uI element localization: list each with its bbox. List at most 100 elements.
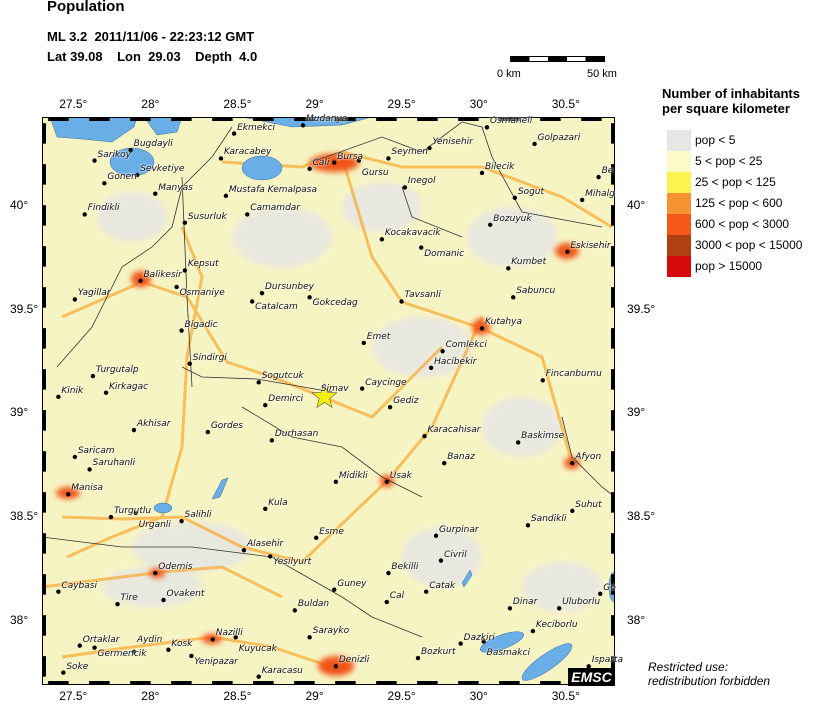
city-label: Inegol [407,176,436,187]
sea-of-marmara [143,117,183,136]
city-marker [415,655,421,661]
lat-tick-label-right: 39° [627,405,646,420]
frame-segment [171,681,192,685]
city-marker [479,170,485,176]
city-marker [263,402,268,408]
city-label: Kocakavacik [384,228,441,239]
city-label: Dinar [512,597,538,608]
city-label: Kutahya [485,317,522,328]
legend-label: 3000 < pop < 15000 [695,238,803,252]
frame-segment [540,681,561,685]
frame-segment [499,681,520,685]
city-marker [458,641,463,646]
city-label: Turgutalp [95,365,139,376]
city-label: Yenipazar [194,656,238,667]
legend-swatch [667,130,691,151]
city-label: Durhasan [274,429,319,440]
city-marker [108,514,114,520]
city-label: Be [601,166,614,177]
frame-segment [89,117,110,121]
city-marker [361,340,366,346]
city-marker [56,394,61,400]
city-label: Cal [389,591,405,602]
city-marker [402,185,408,190]
frame-segment [253,117,274,121]
event-info: ML 3.2 2011/11/06 - 22:23:12 GMT [47,29,255,44]
city-label: Fincanburnu [545,369,602,380]
city-label: Camamdar [250,203,300,214]
city-label: Aydin [136,634,163,645]
lat-tick-label-left: 38.5° [10,509,39,524]
frame-segment [417,681,438,685]
city-marker [166,647,171,652]
event-location: Lat 39.08 Lon 29.03 Depth 4.0 [47,49,258,64]
city-label: Karacasu [261,665,303,676]
sea-of-marmara [49,117,138,143]
frame-segment [540,117,561,121]
lon-tick-label-top: 29° [305,97,324,111]
frame-segment [42,246,46,267]
city-label: Ekmekci [237,122,275,133]
legend-swatch [667,256,691,277]
population-map[interactable]: Mudanya Ekmekci Karacabey Sarikoy Bugdayli Go… [42,114,623,685]
city-label: Mihalg [585,188,615,199]
city-marker [433,533,439,538]
city-label: Dursunbey [265,282,315,293]
epicenter-star-icon[interactable] [311,383,338,409]
city-label: Kosk [171,638,193,649]
city-label: Caybasi [61,580,97,591]
frame-segment [611,533,615,554]
city-marker [438,558,444,563]
lon-tick-label-top: 28° [141,97,160,111]
lat-tick-label-left: 39° [10,405,29,420]
city-label: Golpazari [537,132,581,143]
city-marker [515,440,521,445]
city-label: Caycinge [365,377,407,388]
city-marker [256,674,261,679]
frame-segment [48,117,69,121]
city-label: Uluborlu [562,597,601,608]
city-label: Isparta [591,655,624,666]
city-label: Basmakci [486,648,530,659]
city-label: Mudanya [306,114,348,125]
frame-segment [42,410,46,431]
lat-tick-label-right: 40° [627,198,646,213]
city-label: Gordes [210,421,243,432]
city-label: Tavsanli [404,290,441,301]
lat-tick-label-left: 39.5° [10,301,39,316]
frame-segment [611,656,615,677]
city-marker [481,639,486,644]
acigol-lake [480,631,524,653]
city-marker [507,606,513,611]
city-marker [90,373,96,379]
city-marker [87,467,92,472]
city-marker [241,548,247,553]
legend-title: Number of inhabitants per square kilomet… [662,86,800,116]
lon-tick-label-bottom: 28° [141,689,160,703]
frame-segment [581,117,602,121]
city-label: Banaz [447,452,475,463]
map-frame [42,117,615,685]
city-label: Keciborlu [535,620,578,631]
frame-segment [335,117,356,121]
city-marker [179,519,184,524]
city-marker [138,278,143,283]
frame-segment [458,681,479,685]
frame-segment [294,117,315,121]
frame-segment [42,574,46,595]
city-marker [115,601,120,607]
city-marker [92,645,97,650]
isikli-lake [461,569,473,588]
city-marker [356,158,362,163]
frame-segment [89,681,110,685]
city-marker [506,266,511,271]
city-marker [333,664,339,669]
frame-segment [253,681,274,685]
city-label: Manisa [71,483,103,494]
legend-swatch [667,235,691,256]
city-label: Bugdayli [133,139,173,150]
city-marker [82,212,87,217]
frame-segment [42,287,46,308]
city-label: Sogut [517,186,545,197]
city-label: Bekilli [391,562,419,573]
